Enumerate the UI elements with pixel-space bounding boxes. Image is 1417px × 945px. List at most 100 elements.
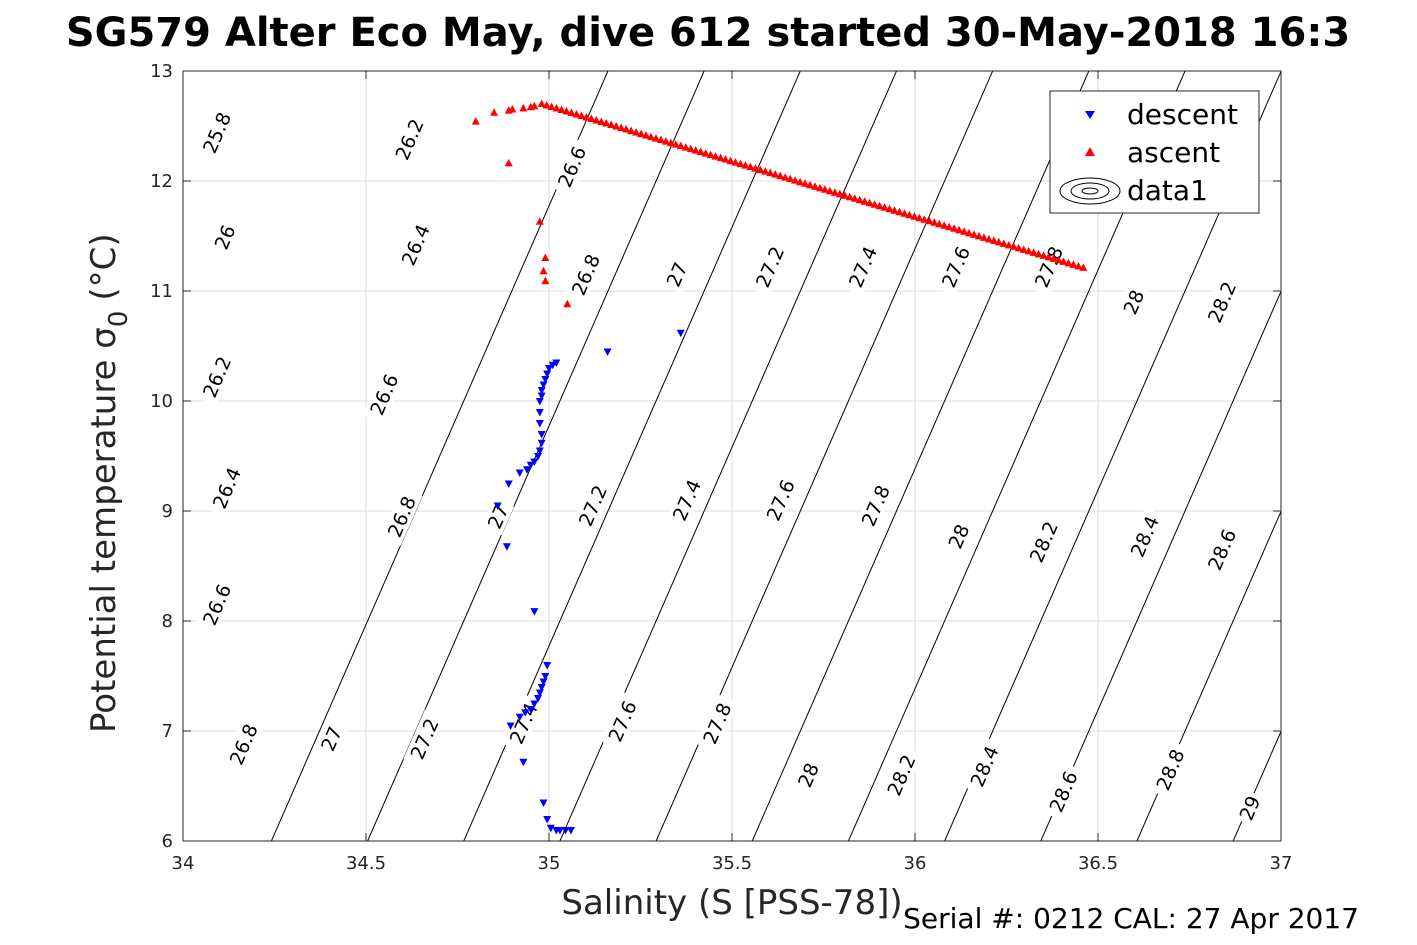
ascent-point [845, 192, 854, 201]
ascent-point [1074, 261, 1083, 270]
ascent-point [701, 149, 710, 157]
y-axis-label-subscript: 0 [104, 311, 134, 328]
x-tick-label: 37 [1270, 853, 1293, 874]
ascent-point [557, 105, 566, 114]
ascent-point [535, 217, 544, 225]
descent-point [535, 409, 544, 417]
ascent-point [796, 177, 805, 186]
ascent-point [711, 152, 720, 160]
descent-series [493, 329, 685, 835]
ascent-point [1034, 249, 1043, 258]
isopycnal-label-gap [963, 737, 1006, 796]
isopycnal-label-gap [759, 470, 802, 530]
ascent-point [592, 116, 601, 124]
ascent-point [537, 99, 546, 107]
y-tick-label: 9 [162, 501, 173, 522]
descent-point [541, 376, 550, 384]
ascent-point [572, 110, 581, 118]
ascent-point [830, 188, 839, 196]
ascent-point [607, 120, 616, 129]
y-axis-ticks: 6 7 8 9 10 11 12 13 [150, 61, 1281, 852]
ascent-point [900, 209, 909, 217]
y-tick-label: 11 [150, 281, 173, 302]
ascent-point [661, 137, 670, 145]
x-tick-label: 36.5 [1078, 853, 1118, 874]
ascent-point [771, 170, 780, 178]
legend-box [1049, 90, 1260, 214]
ascent-point [539, 266, 548, 275]
ascent-point [716, 153, 725, 162]
y-tick-label: 10 [150, 391, 173, 412]
ascent-point [617, 123, 626, 132]
ascent-point [656, 135, 665, 144]
descent-point [530, 700, 539, 708]
ascent-point [504, 158, 513, 167]
isopycnal-label-gap [696, 694, 738, 753]
ascent-point [651, 134, 660, 142]
ascent-point [801, 179, 810, 187]
ascent-point [597, 117, 606, 126]
ascent-point [490, 108, 499, 116]
ascent-point [1069, 260, 1078, 268]
ascent-point [865, 198, 874, 207]
isopycnal-label-gap [481, 497, 515, 536]
ascent-point [637, 129, 646, 138]
ascent-point [915, 213, 924, 222]
isopycnal-label-gap [1200, 520, 1243, 579]
x-tick-label: 34 [172, 853, 195, 874]
descent-point [515, 713, 524, 722]
ascent-point [756, 165, 765, 174]
ascent-point [696, 147, 705, 156]
ascent-point [880, 203, 889, 211]
ascent-point [632, 128, 641, 136]
x-tick-label: 35.5 [712, 853, 752, 874]
ascent-point [741, 161, 750, 169]
ascent-point [776, 171, 785, 180]
ascent-point [627, 126, 636, 135]
ascent-point [691, 146, 700, 154]
ascent-point [736, 159, 745, 168]
descent-point [521, 709, 530, 717]
isopycnal-label-gap [1022, 512, 1065, 571]
isopycnal-label-gap [660, 255, 694, 294]
isopycnal-label-gap [195, 103, 238, 162]
descent-point [546, 824, 555, 833]
y-tick-label: 12 [150, 171, 173, 192]
ascent-point [582, 113, 591, 121]
ascent-point [825, 186, 834, 195]
ascent-point [955, 225, 964, 234]
ascent-point [791, 176, 800, 184]
isopycnal-line [1232, 730, 1281, 841]
ascent-point [547, 102, 556, 111]
legend-descent-label: descent [1127, 98, 1238, 131]
ascent-point [920, 215, 929, 223]
descent-point [543, 370, 552, 378]
isopycnal-label-gap [403, 709, 446, 768]
isopycnal-label-gap [205, 458, 248, 518]
ascent-point [781, 173, 790, 181]
descent-point [530, 608, 539, 616]
isopycnal-line [1040, 290, 1281, 841]
y-axis-label-main: Potential temperature σ [84, 327, 124, 733]
ascent-point [815, 183, 824, 192]
ascent-point [989, 236, 998, 244]
ascent-point [542, 101, 551, 109]
descent-point [534, 695, 543, 703]
legend-contour-icon [1059, 177, 1121, 205]
ascent-point [622, 125, 631, 133]
ascent-point [612, 122, 621, 130]
isopycnal-line [1401, 16, 1417, 896]
ascent-point [979, 233, 988, 241]
y-tick-label: 6 [162, 831, 173, 852]
ascent-point [935, 219, 944, 228]
ascent-point [840, 191, 849, 199]
isopycnal-label-gap [195, 575, 238, 634]
ascent-point [761, 167, 770, 175]
descent-point [519, 758, 528, 767]
descent-point [526, 706, 535, 714]
ascent-point [890, 206, 899, 214]
ascent-point [870, 200, 879, 208]
isopycnal-label-gap [380, 487, 423, 546]
ascent-point [567, 108, 576, 117]
descent-point [534, 453, 543, 461]
